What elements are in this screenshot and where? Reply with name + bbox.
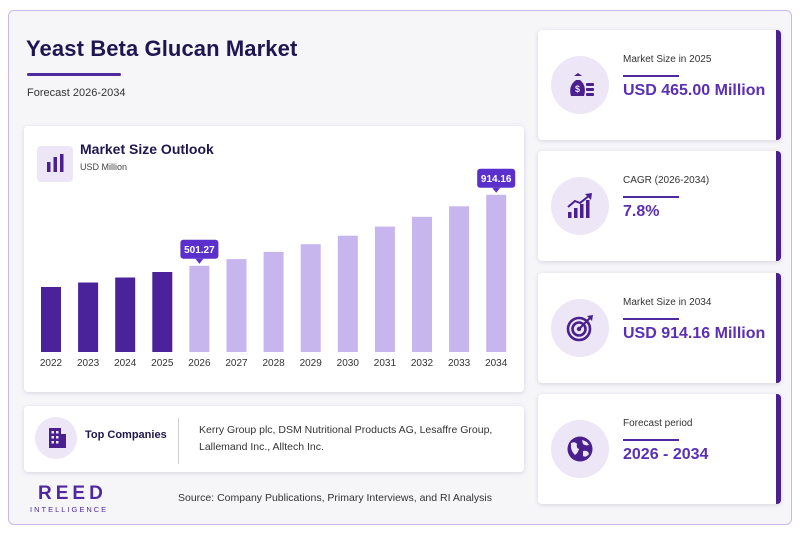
stat-card-market-size-2034: Market Size in 2034 USD 914.16 Million bbox=[538, 273, 781, 383]
logo-wordmark: REED bbox=[38, 483, 107, 504]
stat-divider bbox=[623, 318, 679, 320]
logo-tagline: INTELLIGENCE bbox=[30, 505, 109, 514]
money-bag-icon: $ bbox=[551, 56, 609, 114]
stat-label: Market Size in 2025 bbox=[623, 54, 712, 65]
chart-unit-label: USD Million bbox=[80, 162, 128, 172]
bar-chart-icon bbox=[37, 146, 73, 182]
stat-divider bbox=[623, 196, 679, 198]
stat-divider bbox=[623, 75, 679, 77]
building-icon bbox=[35, 417, 77, 459]
page-title: Yeast Beta Glucan Market bbox=[26, 36, 298, 61]
top-companies-card bbox=[24, 406, 524, 472]
top-companies-list: Kerry Group plc, DSM Nutritional Product… bbox=[199, 424, 493, 453]
stat-value: 2026 - 2034 bbox=[623, 446, 709, 463]
page-subtitle: Forecast 2026-2034 bbox=[27, 87, 126, 99]
stat-label: Forecast period bbox=[623, 418, 693, 429]
stat-value: 7.8% bbox=[623, 203, 660, 220]
stat-label: Market Size in 2034 bbox=[623, 297, 712, 308]
svg-text:$: $ bbox=[575, 84, 580, 94]
target-icon bbox=[551, 299, 609, 357]
globe-icon bbox=[551, 420, 609, 478]
top-companies-label: Top Companies bbox=[85, 429, 167, 441]
stat-card-forecast-period: Forecast period 2026 - 2034 bbox=[538, 394, 781, 504]
stat-card-cagr: CAGR (2026-2034) 7.8% bbox=[538, 151, 781, 261]
stat-value: USD 465.00 Million bbox=[623, 82, 766, 99]
stat-label: CAGR (2026-2034) bbox=[623, 175, 710, 186]
stat-divider bbox=[623, 439, 679, 441]
growth-chart-icon bbox=[551, 177, 609, 235]
stat-card-market-size-2025: $ Market Size in 2025 USD 465.00 Million bbox=[538, 30, 781, 140]
stat-value: USD 914.16 Million bbox=[623, 325, 766, 342]
chart-title: Market Size Outlook bbox=[80, 141, 214, 157]
companies-divider bbox=[178, 418, 179, 464]
source-note: Source: Company Publications, Primary In… bbox=[178, 492, 492, 504]
title-underline bbox=[27, 73, 121, 76]
